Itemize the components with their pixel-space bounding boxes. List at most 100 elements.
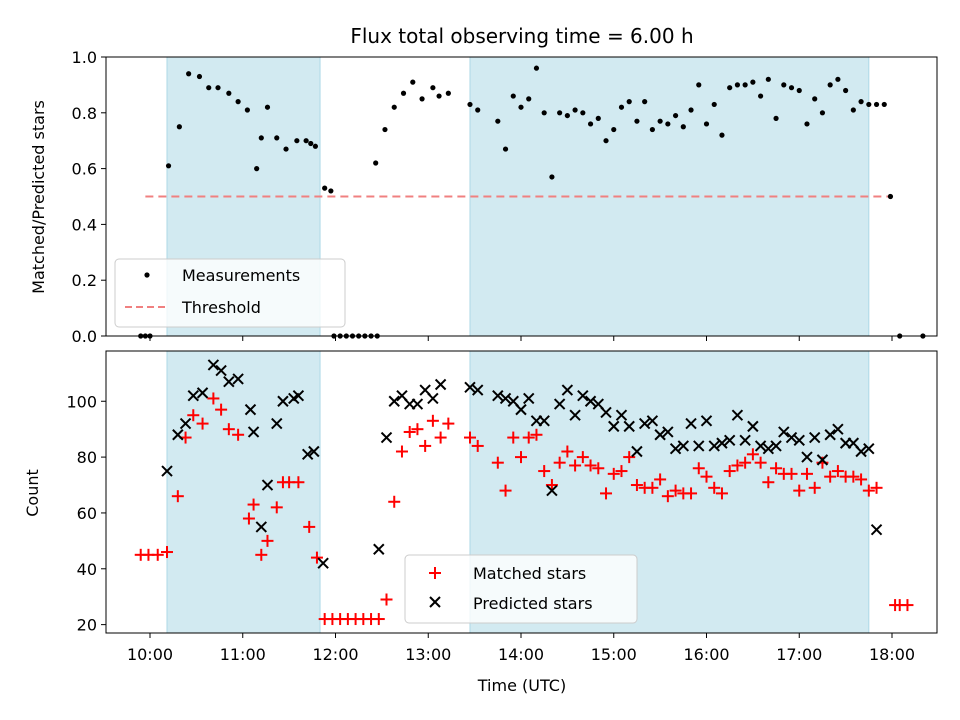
- measurement-point: [495, 118, 501, 124]
- legend-measurements-label: Measurements: [182, 266, 300, 285]
- matched-star-point: [151, 548, 164, 561]
- matched-star-point: [388, 495, 401, 508]
- matched-star-point: [247, 498, 260, 511]
- x-tick-label: 17:00: [776, 645, 822, 664]
- ratio-y-tick-label: 0.4: [72, 215, 97, 234]
- count-y-axis-label: Count: [23, 469, 42, 517]
- measurement-point: [215, 85, 221, 91]
- count-legend-box: [404, 554, 638, 624]
- matched-star-point: [530, 428, 543, 441]
- measurement-point: [549, 174, 555, 180]
- matched-star-point: [770, 462, 783, 475]
- x-tick-label: 12:00: [312, 645, 358, 664]
- measurement-point: [373, 160, 379, 166]
- matched-star-point: [403, 425, 416, 438]
- x-axis-label: Time (UTC): [477, 676, 566, 695]
- measurement-point: [254, 166, 260, 172]
- matched-star-point: [800, 467, 813, 480]
- measurement-point: [804, 121, 810, 127]
- measurement-point: [328, 188, 334, 194]
- ratio-y-tick-label: 0.6: [72, 160, 97, 179]
- measurement-point: [436, 93, 442, 99]
- measurement-point: [274, 135, 280, 141]
- matched-star-point: [471, 439, 484, 452]
- measurement-point: [541, 110, 547, 116]
- predicted-star-point: [538, 415, 550, 427]
- count-y-tick-label: 80: [77, 448, 97, 467]
- ratio-legend-box: [114, 258, 346, 328]
- predicted-star-point: [255, 521, 268, 533]
- predicted-star-point: [723, 434, 736, 447]
- predicted-star-point: [247, 426, 260, 438]
- matched-star-point: [661, 490, 674, 503]
- predicted-star-point: [824, 429, 836, 441]
- predicted-star-point: [523, 392, 535, 405]
- legend-measurements-marker: [144, 272, 150, 278]
- measurement-point: [603, 138, 609, 144]
- x-tick-label: 16:00: [683, 645, 729, 664]
- legend-predicted-marker: [429, 596, 441, 608]
- measurement-point: [812, 96, 818, 102]
- measurement-point: [165, 163, 172, 169]
- matched-star-point: [785, 467, 798, 480]
- matched-star-point: [292, 476, 305, 489]
- predicted-star-point: [623, 420, 635, 433]
- matched-star-point: [592, 462, 605, 475]
- measurement-point: [410, 79, 416, 85]
- count-y-tick-label: 20: [77, 616, 97, 635]
- x-tick-label: 18:00: [869, 645, 915, 664]
- measurement-point: [196, 73, 203, 80]
- measurement-point: [510, 93, 516, 99]
- measurement-point: [206, 85, 212, 91]
- predicted-star-point: [380, 431, 393, 444]
- predicted-star-point: [427, 392, 439, 405]
- matched-star-point: [654, 473, 667, 486]
- predicted-star-point: [762, 443, 775, 455]
- matched-star-point: [870, 481, 883, 494]
- legend-matched-marker: [429, 567, 441, 579]
- measurement-point: [634, 118, 640, 124]
- matched-star-point: [831, 465, 844, 478]
- x-tick-label: 13:00: [405, 645, 451, 664]
- predicted-star-point: [277, 395, 289, 407]
- ratio-y-tick-label: 0.2: [72, 271, 97, 290]
- matched-star-point: [380, 593, 393, 606]
- count-y-tick-label: 100: [66, 392, 97, 411]
- ratio-y-tick-label: 0.8: [72, 104, 97, 123]
- ratio-legend: Measurements Threshold: [114, 258, 346, 328]
- x-tick-label: 11:00: [220, 645, 266, 664]
- measurement-point: [533, 65, 540, 71]
- matched-star-point: [270, 501, 283, 514]
- matched-star-point: [215, 403, 228, 416]
- predicted-star-point: [785, 431, 798, 444]
- matched-star-point: [793, 484, 806, 497]
- predicted-star-point: [801, 451, 813, 463]
- matched-star-point: [569, 459, 582, 472]
- measurement-point: [419, 96, 425, 102]
- measurement-point: [226, 90, 232, 96]
- predicted-star-point: [832, 423, 844, 435]
- predicted-star-point: [472, 384, 484, 396]
- predicted-star-point: [244, 403, 257, 416]
- predicted-star-point: [662, 426, 674, 438]
- matched-star-point: [855, 473, 868, 486]
- measurement-point: [742, 82, 748, 88]
- measurement-point: [518, 104, 524, 110]
- measurement-point: [734, 82, 741, 88]
- matched-star-point: [232, 428, 245, 441]
- predicted-star-point: [577, 389, 589, 402]
- count-legend: Matched stars Predicted stars: [404, 554, 638, 624]
- predicted-star-point: [301, 448, 314, 461]
- measurement-point: [680, 124, 686, 130]
- matched-star-point: [187, 409, 200, 422]
- matched-star-point: [824, 470, 837, 483]
- predicted-star-point: [809, 431, 821, 444]
- matched-star-point: [847, 470, 860, 483]
- measurement-point: [235, 99, 241, 105]
- matched-star-point: [576, 451, 589, 464]
- predicted-star-point: [388, 395, 400, 407]
- chart-title: Flux total observing time = 6.00 h: [350, 24, 693, 48]
- predicted-star-point: [373, 543, 385, 555]
- measurement-point: [843, 87, 849, 94]
